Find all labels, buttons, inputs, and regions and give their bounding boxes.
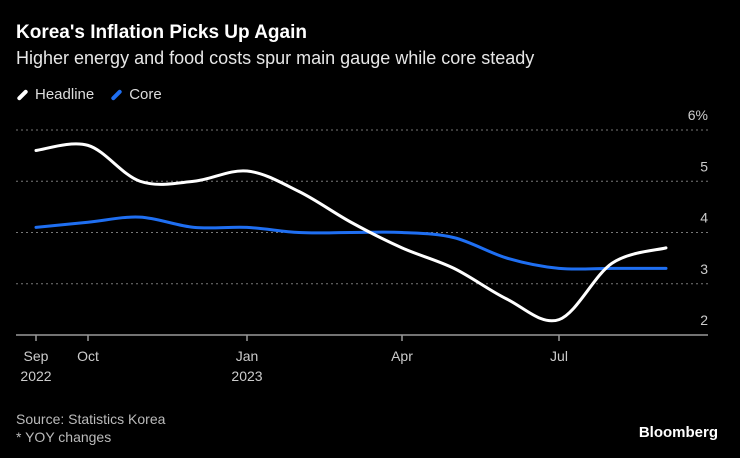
- x-tick-label: Apr: [391, 348, 413, 364]
- y-tick-label: 5: [700, 158, 708, 174]
- x-tick-label: Jan: [236, 348, 259, 364]
- x-tick-year-label: 2022: [20, 368, 51, 384]
- x-tick-label: Sep: [24, 348, 49, 364]
- bloomberg-logo: Bloomberg: [638, 424, 718, 441]
- x-tick-label: Jul: [550, 348, 568, 364]
- legend-label-headline: Headline: [35, 86, 95, 103]
- series-line-headline: [34, 142, 668, 323]
- source-note: Source: Statistics Korea * YOY changes: [16, 410, 165, 446]
- y-tick-label: 4: [700, 210, 708, 226]
- series-line-core: [34, 215, 668, 271]
- legend: Headline Core: [16, 86, 162, 103]
- legend-item-core: Core: [110, 86, 162, 103]
- y-tick-label: 3: [700, 261, 708, 277]
- x-tick-label: Oct: [77, 348, 99, 364]
- source-text: Source: Statistics Korea: [16, 411, 166, 427]
- legend-label-core: Core: [129, 86, 162, 103]
- footnote-text: * YOY changes: [16, 429, 112, 445]
- x-tick-year-label: 2023: [231, 368, 262, 384]
- y-tick-label: 2: [700, 312, 708, 328]
- chart-subtitle: Higher energy and food costs spur main g…: [16, 48, 535, 68]
- legend-item-headline: Headline: [16, 86, 94, 103]
- y-tick-label: 6%: [688, 107, 708, 123]
- chart-title: Korea's Inflation Picks Up Again: [16, 22, 307, 43]
